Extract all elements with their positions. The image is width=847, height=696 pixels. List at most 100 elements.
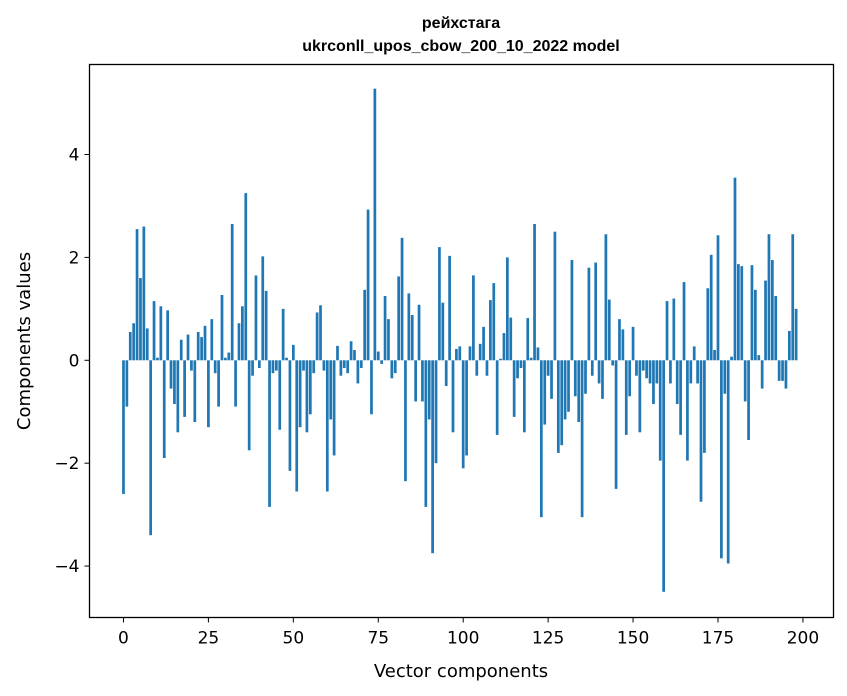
bar (703, 360, 706, 453)
bar (424, 360, 428, 507)
bar (193, 360, 197, 423)
bar (281, 308, 285, 361)
bar (258, 360, 261, 369)
bar (366, 209, 370, 361)
bar (580, 360, 584, 518)
bar (624, 360, 628, 435)
bar (271, 360, 275, 374)
x-axis-label: Vector components (374, 661, 548, 682)
bar (247, 360, 251, 451)
bar (363, 289, 367, 361)
bar (794, 308, 798, 361)
bar (621, 329, 625, 361)
x-tick-label: 200 (787, 629, 819, 649)
bar (448, 255, 451, 361)
bar (244, 193, 248, 361)
bar (132, 323, 136, 361)
x-tick-label: 125 (532, 629, 564, 649)
bar (264, 290, 268, 361)
bar (305, 360, 309, 433)
bar (726, 360, 730, 564)
x-tick-label: 25 (198, 629, 220, 649)
bar (373, 88, 377, 361)
bar (142, 226, 146, 361)
bar (611, 360, 615, 366)
bar (291, 344, 295, 361)
bar (760, 360, 764, 389)
bar (472, 275, 475, 361)
bar (652, 360, 655, 405)
bar (359, 360, 363, 369)
bar (288, 360, 292, 471)
bar (777, 360, 781, 381)
bar (217, 360, 220, 407)
bar (176, 360, 180, 433)
bar (162, 360, 166, 459)
bar (787, 330, 791, 361)
bar (308, 360, 312, 415)
bar (125, 360, 129, 407)
bar (393, 360, 397, 374)
bar (492, 283, 496, 361)
bar (455, 348, 458, 361)
bar (767, 234, 771, 361)
bar (274, 360, 278, 371)
bar (706, 288, 710, 361)
bar (648, 360, 652, 384)
bar (553, 231, 557, 361)
bar (278, 360, 282, 430)
bar (414, 360, 417, 402)
bar (689, 360, 693, 384)
bar (169, 360, 173, 389)
bar (325, 360, 329, 492)
bar (251, 360, 254, 376)
bar (502, 333, 506, 361)
bar (550, 360, 553, 399)
chart-title: рейхстага (422, 15, 500, 32)
bar (560, 360, 564, 446)
bar (482, 326, 485, 361)
bar (407, 293, 411, 361)
bar (346, 360, 350, 374)
bar (315, 312, 319, 361)
bar (709, 254, 713, 361)
bar (679, 360, 682, 435)
bar (397, 276, 401, 361)
bar (400, 237, 404, 361)
bar (207, 360, 210, 428)
bar (590, 360, 594, 376)
bar (383, 295, 387, 361)
bar (441, 302, 445, 361)
x-axis-ticks: 0 25 50 75 100 125 150 175 200 (118, 617, 819, 649)
bar (451, 360, 455, 433)
bar (461, 360, 465, 469)
bar (465, 360, 468, 456)
y-tick-label: −2 (54, 454, 79, 474)
bar (512, 360, 516, 417)
bar (173, 360, 176, 405)
bar (662, 360, 665, 592)
bar (421, 360, 424, 402)
bar (224, 357, 227, 361)
bar (295, 360, 299, 492)
bar (743, 360, 747, 402)
bar (410, 315, 414, 361)
bar (546, 360, 550, 376)
bars-group (122, 88, 798, 592)
y-axis-label: Components values (14, 252, 35, 430)
bar (230, 223, 234, 361)
bar (444, 360, 448, 387)
bar (556, 360, 560, 453)
y-tick-label: 0 (69, 351, 80, 371)
bar (781, 360, 784, 381)
x-tick-label: 100 (447, 629, 479, 649)
bar (387, 319, 390, 361)
bar (319, 305, 322, 361)
bar (539, 360, 543, 518)
bar (431, 360, 434, 554)
bar (156, 357, 159, 361)
bar (601, 360, 604, 399)
bar (322, 360, 326, 371)
bar (723, 360, 727, 394)
bar (254, 275, 258, 361)
